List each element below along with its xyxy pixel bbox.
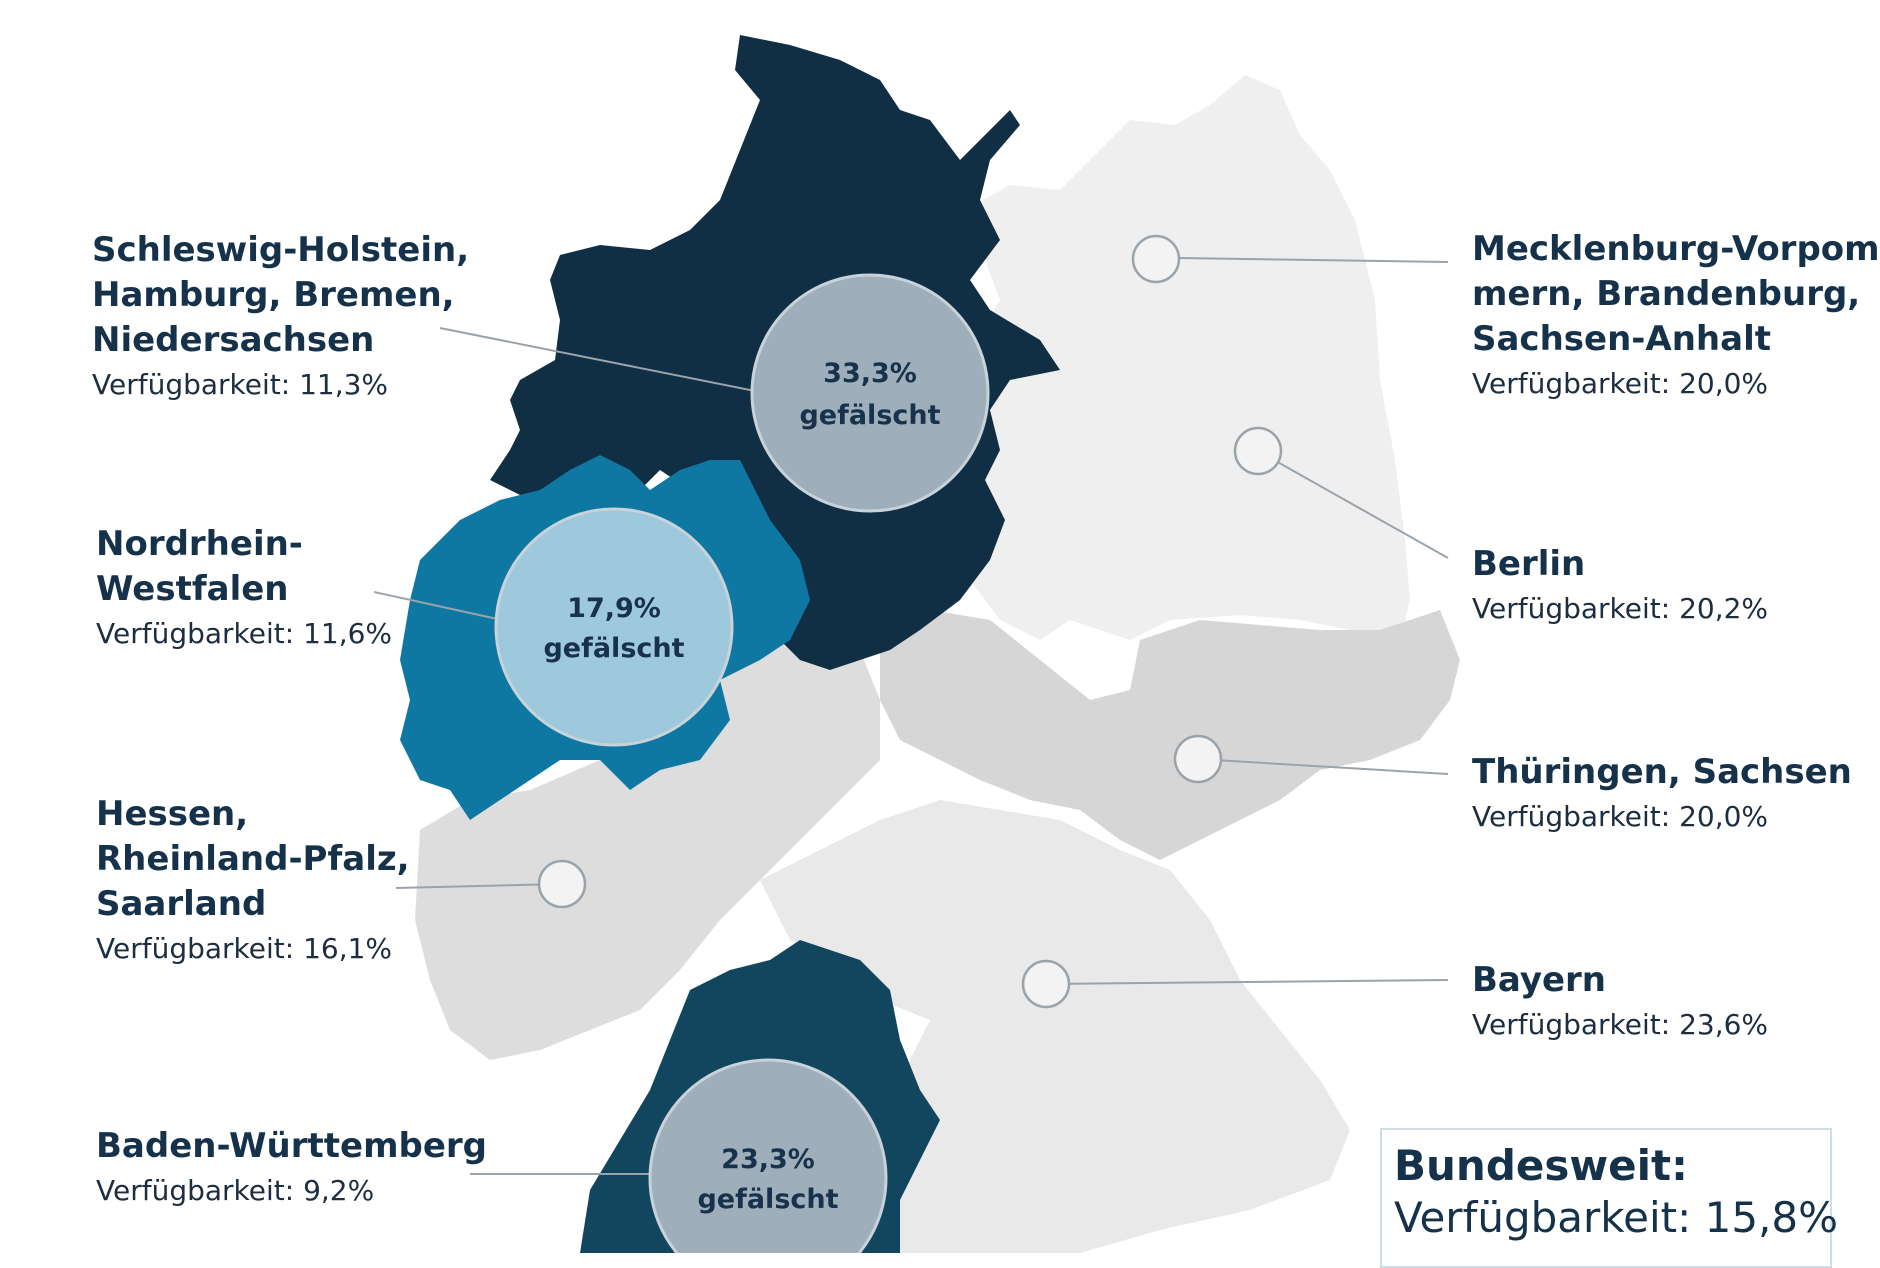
bubble-pct-nrw: 17,9% bbox=[567, 593, 661, 624]
bubble-bw bbox=[648, 1058, 888, 1253]
region-shape-nord-ost bbox=[960, 75, 1410, 640]
national-summary-box: Bundesweit: Verfügbarkeit: 15,8% bbox=[1380, 1128, 1839, 1268]
label-availability: Verfügbarkeit: 23,6% bbox=[1472, 1008, 1769, 1041]
label-availability: Verfügbarkeit: 20,0% bbox=[1472, 800, 1769, 833]
marker-hessen bbox=[537, 859, 587, 909]
label-availability: Verfügbarkeit: 20,0% bbox=[1472, 367, 1769, 400]
label-bw: Baden-Württemberg Verfügbarkeit: 9,2% bbox=[96, 1124, 487, 1213]
leader-line-nord-west bbox=[439, 327, 761, 393]
leader-line-nord-ost bbox=[1177, 257, 1449, 263]
label-name-line: Rheinland-Pfalz, bbox=[96, 839, 410, 879]
label-nord-ost: Mecklenburg-Vorpom- mern, Brandenburg, S… bbox=[1472, 227, 1880, 406]
leader-lines bbox=[373, 257, 1449, 1175]
label-availability: Verfügbarkeit: 16,1% bbox=[96, 932, 393, 965]
leader-line-nrw bbox=[373, 591, 503, 621]
label-name-line: Sachsen-Anhalt bbox=[1472, 319, 1771, 359]
national-availability: Verfügbarkeit: 15,8% bbox=[1394, 1193, 1839, 1242]
bubble-pct-nord-west: 33,3% bbox=[823, 358, 917, 389]
marker-thueringen bbox=[1173, 734, 1223, 784]
label-name-line: Mecklenburg-Vorpom- bbox=[1472, 229, 1880, 269]
region-shape-hessen bbox=[415, 630, 880, 1060]
marker-berlin bbox=[1233, 426, 1283, 476]
label-nrw: Nordrhein- Westfalen Verfügbarkeit: 11,6… bbox=[96, 522, 392, 656]
bubble-nord-west bbox=[750, 273, 990, 513]
bubble-word-nrw: gefälscht bbox=[543, 633, 684, 664]
label-name-line: Hessen, bbox=[96, 794, 249, 834]
marker-bayern bbox=[1021, 959, 1071, 1009]
label-name-line: mern, Brandenburg, bbox=[1472, 274, 1861, 314]
label-name-line: Berlin bbox=[1472, 544, 1586, 584]
label-availability: Verfügbarkeit: 11,6% bbox=[96, 617, 393, 650]
label-availability: Verfügbarkeit: 11,3% bbox=[92, 368, 389, 401]
label-name-line: Thüringen, Sachsen bbox=[1472, 752, 1852, 792]
label-hessen: Hessen, Rheinland-Pfalz, Saarland Verfüg… bbox=[96, 792, 410, 971]
bubble-nrw bbox=[494, 507, 734, 747]
label-name-line: Bayern bbox=[1472, 960, 1607, 1000]
label-name-line: Nordrhein- bbox=[96, 524, 303, 564]
label-name-line: Westfalen bbox=[96, 569, 289, 609]
label-bayern: Bayern Verfügbarkeit: 23,6% bbox=[1472, 958, 1768, 1047]
bubble-word-nord-west: gefälscht bbox=[799, 400, 940, 431]
bubble-word-bw: gefälscht bbox=[697, 1184, 838, 1215]
leader-line-hessen bbox=[395, 883, 563, 889]
region-shape-thueringen bbox=[880, 610, 1460, 860]
label-name-line: Baden-Württemberg bbox=[96, 1126, 488, 1166]
marker-nord-ost bbox=[1131, 234, 1181, 284]
leader-line-berlin bbox=[1257, 450, 1449, 559]
label-berlin: Berlin Verfügbarkeit: 20,2% bbox=[1472, 542, 1768, 631]
label-thueringen: Thüringen, Sachsen Verfügbarkeit: 20,0% bbox=[1472, 750, 1852, 839]
label-name-line: Niedersachsen bbox=[92, 320, 375, 360]
label-name-line: Schleswig-Holstein, bbox=[92, 230, 470, 270]
label-availability: Verfügbarkeit: 9,2% bbox=[96, 1174, 375, 1207]
bubble-pct-bw: 23,3% bbox=[721, 1144, 815, 1175]
national-title: Bundesweit: bbox=[1394, 1141, 1688, 1190]
label-name-line: Saarland bbox=[96, 884, 267, 924]
leader-line-bayern bbox=[1045, 979, 1449, 985]
label-name-line: Hamburg, Bremen, bbox=[92, 275, 455, 315]
label-availability: Verfügbarkeit: 20,2% bbox=[1472, 592, 1769, 625]
leader-line-thueringen bbox=[1197, 758, 1449, 775]
label-nord-west: Schleswig-Holstein, Hamburg, Bremen, Nie… bbox=[92, 228, 469, 407]
